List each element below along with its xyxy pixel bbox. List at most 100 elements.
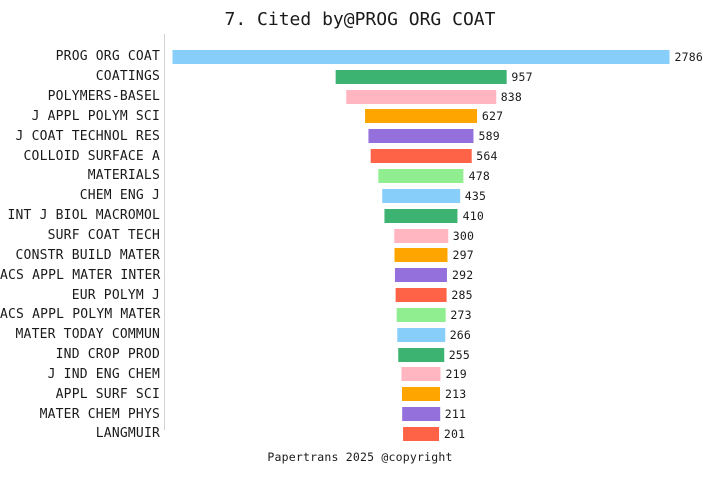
chart-row: POLYMERS-BASEL 838 — [0, 87, 720, 107]
value-label: 300 — [452, 228, 475, 243]
bar — [398, 347, 444, 362]
value-label: 627 — [481, 109, 504, 124]
bar — [370, 149, 472, 164]
value-label: 285 — [451, 288, 473, 303]
bar — [403, 426, 439, 441]
bar — [346, 89, 496, 104]
plot-area: 285 — [164, 285, 678, 305]
chart-row: CHEM ENG J 435 — [0, 186, 720, 206]
category-label: J APPL POLYM SCI — [31, 108, 160, 124]
category-label: IND CROP PROD — [55, 347, 160, 363]
bar — [397, 327, 445, 342]
value-label: 273 — [450, 307, 472, 322]
bar — [378, 168, 464, 183]
category-label: CONSTR BUILD MATER — [15, 247, 160, 263]
plot-area: 213 — [164, 384, 678, 404]
value-label: 838 — [500, 89, 523, 104]
plot-area: 266 — [164, 325, 678, 345]
plot-area: 2786 — [164, 47, 703, 67]
value-label: 957 — [511, 69, 533, 84]
bar — [394, 228, 448, 243]
category-label: APPL SURF SCI — [55, 386, 160, 402]
bar — [401, 367, 441, 382]
bar — [394, 248, 448, 263]
y-axis-spine — [163, 34, 166, 430]
category-label: J IND ENG CHEM — [47, 366, 160, 382]
value-label: 213 — [445, 387, 467, 402]
chart-row: COLLOID SURFACE A 564 — [0, 146, 720, 166]
plot-area: 292 — [164, 265, 678, 285]
bar — [368, 129, 474, 144]
chart-row: ACS APPL POLYM MATER 273 — [0, 305, 720, 325]
bar — [172, 49, 670, 64]
chart-row: J COAT TECHNOL RES 589 — [0, 126, 720, 146]
bar — [384, 208, 458, 223]
bar — [402, 387, 440, 402]
value-label: 2786 — [674, 49, 703, 64]
plot-area: 435 — [164, 186, 678, 206]
chart-row: J APPL POLYM SCI 627 — [0, 107, 720, 127]
chart-row: LANGMUIR 201 — [0, 424, 720, 444]
value-label: 410 — [462, 208, 484, 223]
plot-area: 478 — [164, 166, 678, 186]
chart-row: PROG ORG COAT 2786 — [0, 47, 720, 67]
bar — [396, 307, 446, 322]
value-label: 255 — [448, 347, 471, 362]
chart-row: INT J BIOL MACROMOL 410 — [0, 206, 720, 226]
value-label: 292 — [452, 268, 474, 283]
value-label: 478 — [468, 168, 490, 183]
chart-row: CONSTR BUILD MATER 297 — [0, 245, 720, 265]
value-label: 435 — [464, 188, 487, 203]
chart-row: EUR POLYM J 285 — [0, 285, 720, 305]
bar — [395, 288, 447, 303]
category-label: POLYMERS-BASEL — [47, 89, 160, 105]
category-label: ACS APPL POLYM MATER — [0, 307, 161, 323]
chart-row: J IND ENG CHEM 219 — [0, 365, 720, 385]
plot-area: 300 — [164, 226, 678, 246]
plot-area: 219 — [164, 365, 678, 385]
chart-row: MATERIALS 478 — [0, 166, 720, 186]
plot-area: 297 — [164, 245, 678, 265]
copyright-footer: Papertrans 2025 @copyright — [267, 450, 453, 464]
plot-area: 201 — [164, 424, 678, 444]
category-label: MATER TODAY COMMUN — [15, 327, 160, 343]
value-label: 589 — [478, 129, 500, 144]
plot-area: 273 — [164, 305, 678, 325]
category-label: ACS APPL MATER INTER — [0, 267, 161, 283]
category-label: CHEM ENG J — [79, 188, 160, 204]
category-label: COATINGS — [95, 69, 160, 85]
category-label: PROG ORG COAT — [55, 49, 160, 65]
value-label: 564 — [476, 149, 498, 164]
value-label: 219 — [445, 367, 467, 382]
chart-row: APPL SURF SCI 213 — [0, 384, 720, 404]
chart-row: SURF COAT TECH 300 — [0, 226, 720, 246]
value-label: 201 — [443, 426, 466, 441]
plot-area: 255 — [164, 345, 678, 365]
chart-row: MATER CHEM PHYS 211 — [0, 404, 720, 424]
plot-area: 410 — [164, 206, 678, 226]
value-label: 297 — [452, 248, 474, 263]
category-label: EUR POLYM J — [71, 287, 160, 303]
bar — [382, 188, 460, 203]
chart-row: COATINGS 957 — [0, 67, 720, 87]
plot-area: 211 — [164, 404, 678, 424]
chart-row: ACS APPL MATER INTER 292 — [0, 265, 720, 285]
chart-title: 7. Cited by@PROG ORG COAT — [224, 9, 496, 30]
plot-area: 627 — [164, 107, 678, 127]
value-label: 211 — [444, 407, 467, 422]
chart-row: MATER TODAY COMMUN 266 — [0, 325, 720, 345]
chart-row: IND CROP PROD 255 — [0, 345, 720, 365]
category-label: SURF COAT TECH — [47, 228, 160, 244]
category-label: J COAT TECHNOL RES — [15, 128, 160, 144]
bar — [402, 407, 440, 422]
plot-area: 564 — [164, 146, 678, 166]
bar — [394, 268, 448, 283]
category-label: LANGMUIR — [95, 426, 160, 442]
plot-area: 838 — [164, 87, 678, 107]
value-label: 266 — [449, 327, 472, 342]
category-label: MATER CHEM PHYS — [39, 406, 160, 422]
category-label: MATERIALS — [87, 168, 160, 184]
category-label: INT J BIOL MACROMOL — [7, 208, 160, 224]
bar-chart: PROG ORG COAT 2786 COATINGS 957 POLYMERS-BAS… — [0, 47, 720, 444]
